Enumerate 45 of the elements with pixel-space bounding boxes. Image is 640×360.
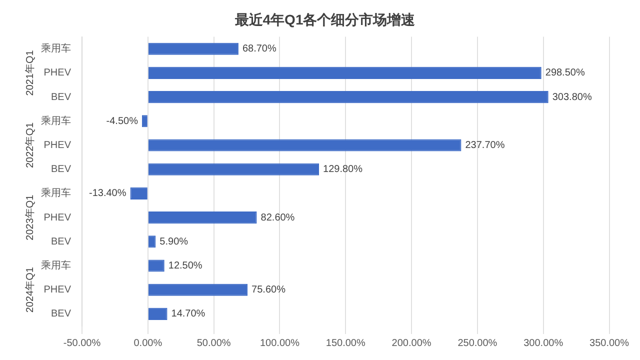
x-tick-label: 50.00% [196, 338, 231, 349]
data-label: 14.70% [171, 308, 206, 320]
bar [148, 91, 548, 104]
y-tick-label: BEV [50, 308, 72, 320]
y-tick-label: BEV [50, 164, 72, 176]
bar [142, 115, 148, 128]
y-tick-label: 乘用车 [41, 114, 71, 127]
y-tick-label: 乘用车 [41, 187, 71, 200]
bar [148, 139, 462, 152]
text: 2024年Q1 [24, 266, 36, 313]
data-label: 5.90% [160, 236, 188, 248]
data-label: 82.60% [260, 212, 295, 224]
data-label: 298.50% [545, 68, 585, 79]
data-label: 12.50% [168, 260, 202, 272]
y-tick-label: PHEV [44, 140, 72, 151]
y-tick-label: 乘用车 [41, 260, 71, 272]
data-label: 68.70% [242, 44, 276, 55]
x-tick-label: 300.00% [524, 338, 564, 349]
y-tick-label: PHEV [44, 284, 72, 296]
data-label: 237.70% [465, 140, 505, 151]
y-tick-label: PHEV [44, 212, 72, 224]
y-tick-label: BEV [50, 92, 72, 103]
bar [148, 42, 238, 55]
x-tick-label: 0.00% [134, 338, 162, 349]
x-tick-label: -50.00% [63, 338, 101, 349]
y-tick-label: PHEV [44, 68, 72, 79]
bar [148, 66, 542, 79]
y-tick-label: BEV [50, 236, 72, 248]
x-tick-label: 200.00% [392, 338, 432, 349]
x-tick-label: 350.00% [590, 338, 630, 349]
text: 2023年Q1 [24, 194, 36, 240]
text: 2022年Q1 [24, 122, 36, 168]
x-tick-label: 250.00% [458, 338, 498, 349]
data-label: 129.80% [323, 164, 363, 176]
bar [148, 284, 248, 296]
x-tick-label: 100.00% [260, 338, 300, 349]
data-label: -13.40% [88, 188, 126, 200]
data-label: 75.60% [252, 284, 286, 296]
y-tick-label: 乘用车 [41, 42, 71, 55]
data-label: 303.80% [552, 92, 592, 103]
x-tick-label: 150.00% [326, 338, 366, 349]
bar [148, 163, 320, 176]
text: 2021年Q1 [24, 50, 36, 96]
chart-title: 最近4年Q1各个细分市场增速 [234, 11, 416, 28]
data-label: -4.50% [106, 116, 138, 127]
